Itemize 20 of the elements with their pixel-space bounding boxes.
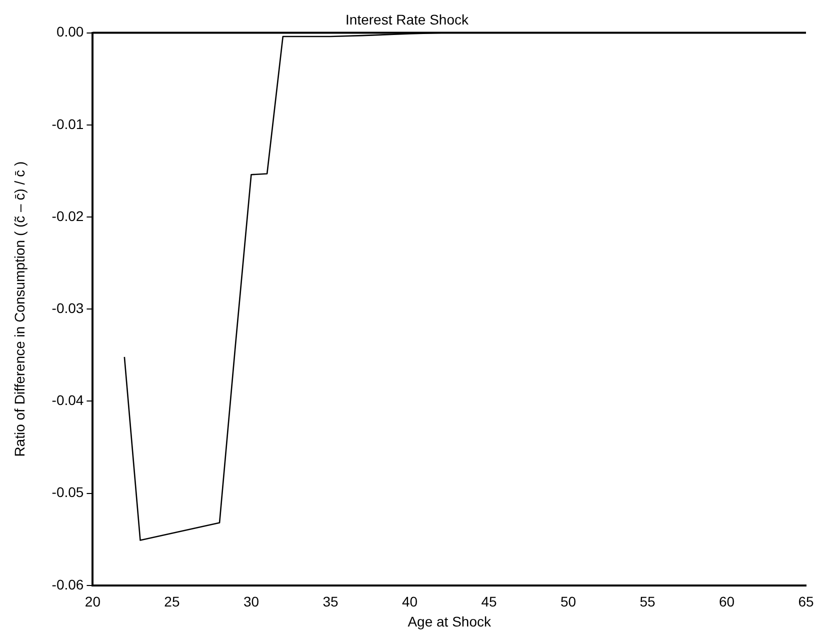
x-tick-label: 40 bbox=[402, 594, 418, 610]
x-tick-label: 30 bbox=[243, 594, 260, 610]
x-tick-label: 35 bbox=[322, 594, 338, 610]
x-tick-label: 45 bbox=[481, 594, 497, 610]
y-tick-label: -0.02 bbox=[52, 208, 84, 224]
x-tick-label: 60 bbox=[718, 594, 735, 610]
y-tick-label: 0.00 bbox=[56, 24, 84, 40]
y-tick-label: -0.05 bbox=[52, 484, 84, 500]
x-axis-title: Age at Shock bbox=[408, 613, 492, 630]
y-tick-label: -0.04 bbox=[52, 392, 84, 408]
x-tick-label: 65 bbox=[798, 594, 814, 610]
y-axis-title: Ratio of Difference in Consumption ( (c̃ – c̄) / c̄ ) bbox=[11, 161, 28, 457]
x-tick-label: 20 bbox=[84, 594, 101, 610]
x-tick-label: 50 bbox=[560, 594, 576, 610]
x-tick-label: 25 bbox=[164, 594, 180, 610]
y-tick-label: -0.06 bbox=[52, 576, 84, 592]
y-tick-label: -0.03 bbox=[52, 300, 84, 316]
x-tick-label: 55 bbox=[640, 594, 656, 610]
y-tick-label: -0.01 bbox=[52, 116, 84, 132]
chart-title: Interest Rate Shock bbox=[346, 11, 470, 28]
